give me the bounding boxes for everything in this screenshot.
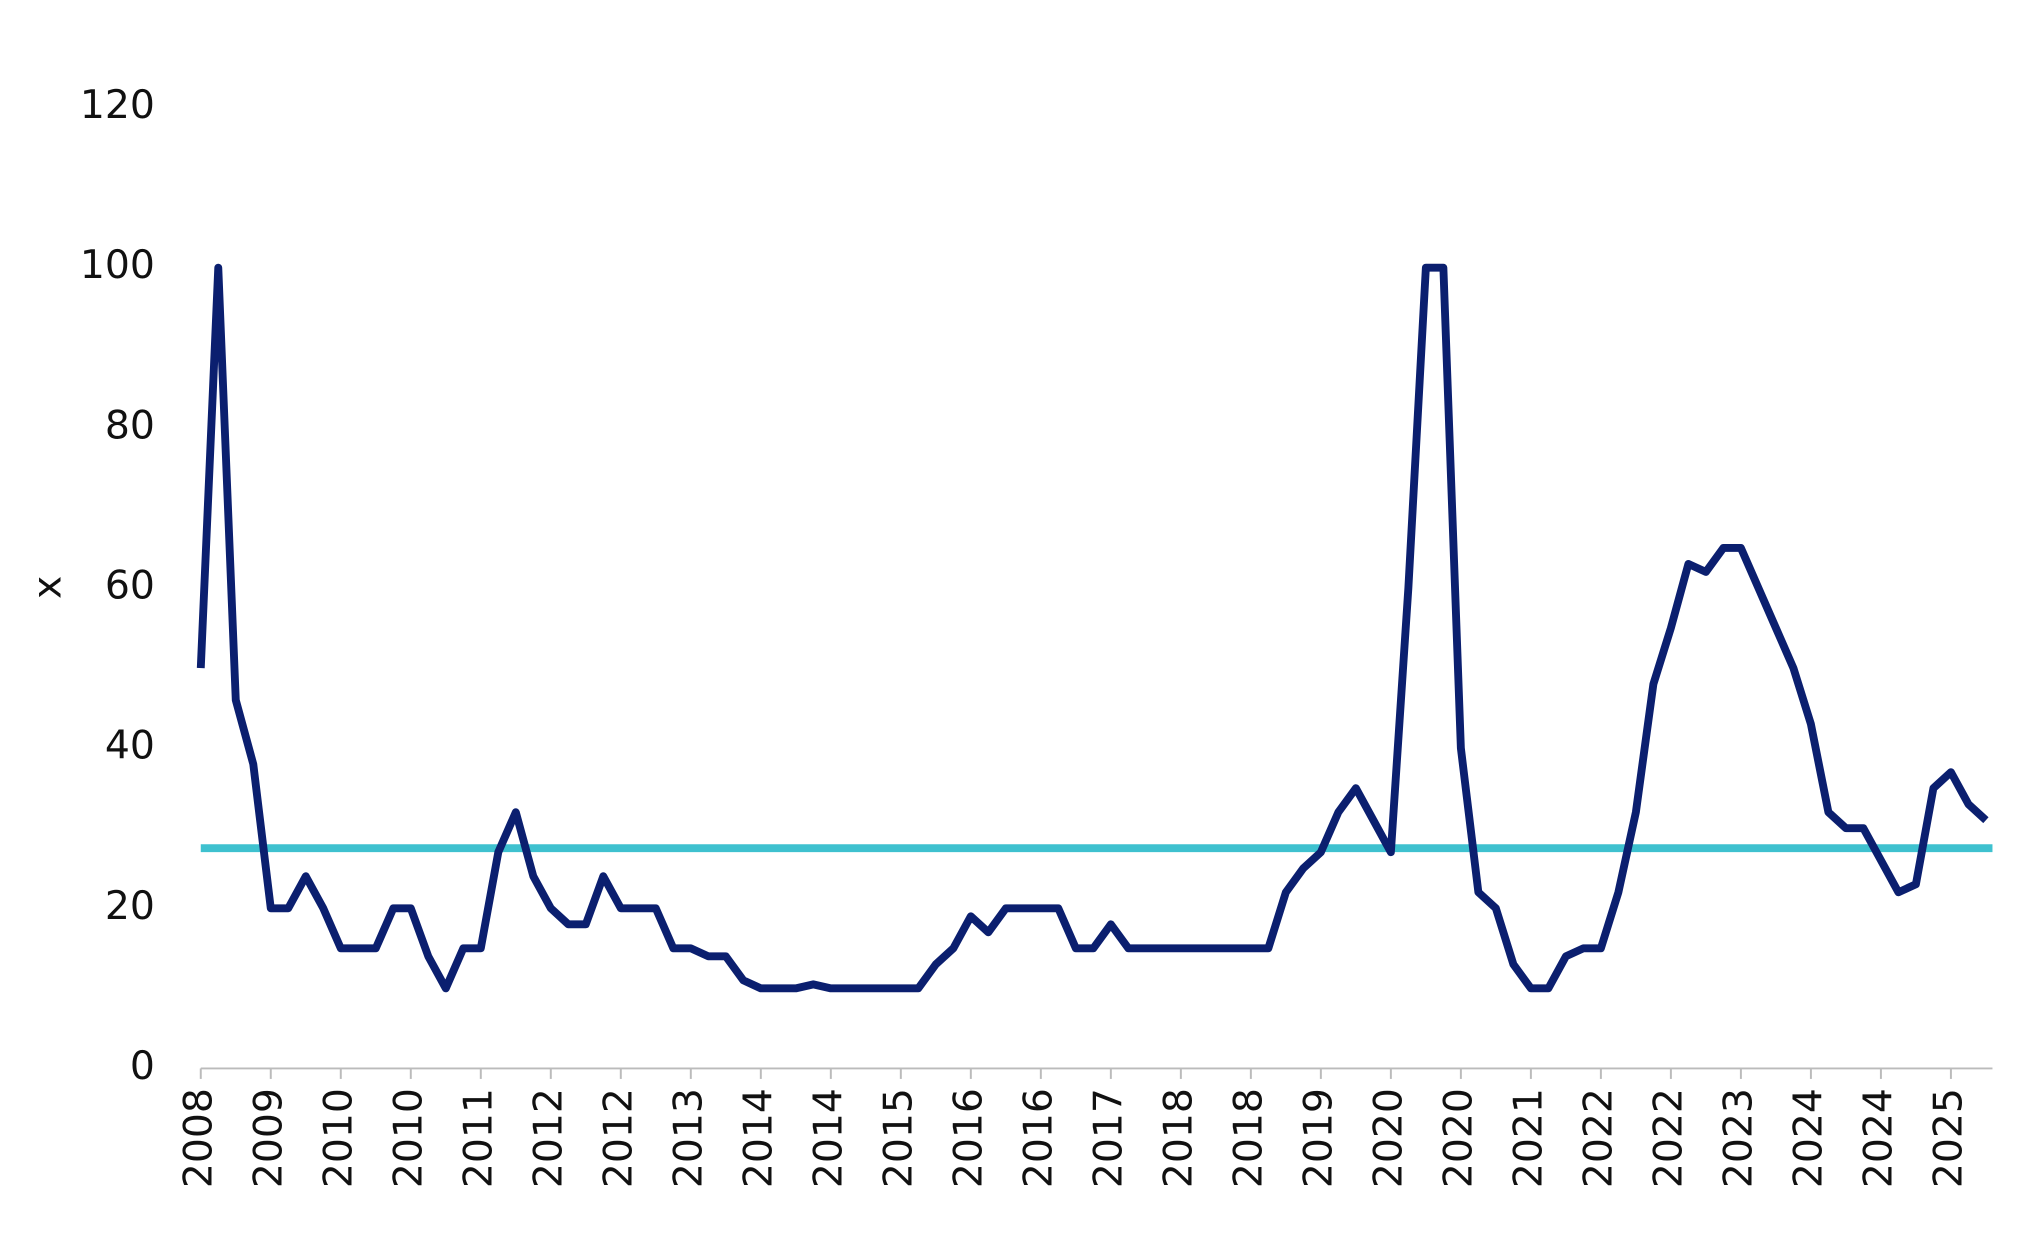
x-tick-label: 2024 — [1786, 1088, 1831, 1188]
x-tick-label: 2020 — [1366, 1088, 1411, 1188]
x-tick-label: 2013 — [666, 1088, 711, 1188]
x-tick-label: 2015 — [876, 1088, 921, 1188]
x-tick-label: 2012 — [596, 1088, 641, 1188]
x-tick-label: 2022 — [1646, 1088, 1691, 1188]
x-tick-label: 2021 — [1506, 1088, 1551, 1188]
y-tick-label: 60 — [105, 563, 155, 608]
x-tick-label: 2014 — [806, 1088, 851, 1188]
x-tick-label: 2018 — [1156, 1088, 1201, 1188]
x-tick-label: 2024 — [1856, 1088, 1901, 1188]
x-tick-label: 2025 — [1926, 1088, 1971, 1188]
x-tick-label: 2022 — [1576, 1088, 1621, 1188]
y-tick-label: 80 — [105, 403, 155, 448]
y-tick-label: 0 — [130, 1044, 155, 1089]
x-tick-label: 2009 — [246, 1088, 291, 1188]
x-tick-label: 2019 — [1296, 1088, 1341, 1188]
x-tick-label: 2017 — [1086, 1088, 1131, 1188]
x-tick-label: 2011 — [456, 1088, 501, 1188]
x-tick-label: 2018 — [1226, 1088, 1271, 1188]
y-axis-label: x — [26, 576, 71, 599]
x-tick-label: 2012 — [526, 1088, 571, 1188]
x-tick-label: 2023 — [1716, 1088, 1761, 1188]
y-tick-label: 120 — [80, 83, 155, 128]
x-tick-label: 2010 — [316, 1088, 361, 1188]
x-tick-label: 2016 — [1016, 1088, 1061, 1188]
x-tick-label: 2010 — [386, 1088, 431, 1188]
y-tick-label: 20 — [105, 884, 155, 929]
y-tick-label: 40 — [105, 724, 155, 769]
x-tick-label: 2008 — [176, 1088, 221, 1188]
y-tick-label: 100 — [80, 243, 155, 288]
x-tick-label: 2014 — [736, 1088, 781, 1188]
x-tick-label: 2016 — [946, 1088, 991, 1188]
x-tick-label: 2020 — [1436, 1088, 1481, 1188]
line-series — [196, 263, 1989, 993]
